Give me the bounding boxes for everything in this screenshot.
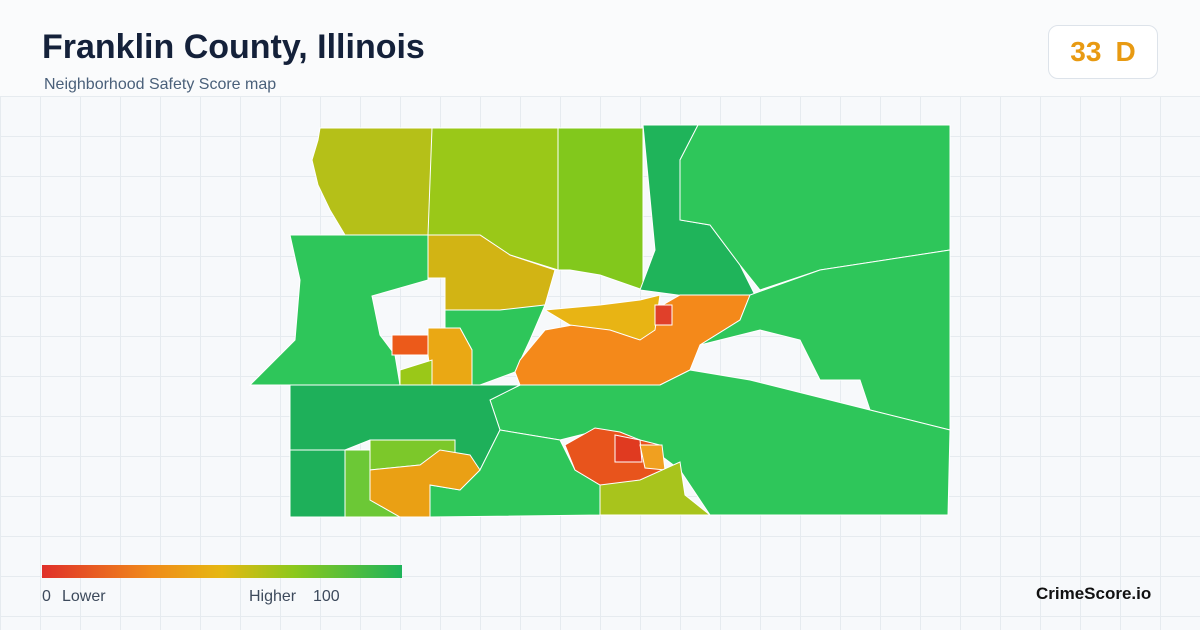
subtitle: Neighborhood Safety Score map	[44, 76, 277, 93]
score-grade: D	[1115, 36, 1136, 67]
brand: CrimeScore.io	[1036, 584, 1152, 603]
region	[614, 434, 643, 463]
title: Franklin County, Illinois	[42, 28, 425, 66]
region	[399, 359, 433, 386]
score-badge: 33 D	[1048, 25, 1158, 79]
legend-min: 0	[42, 588, 51, 605]
region	[654, 304, 673, 326]
region	[543, 294, 661, 341]
legend-max-label: Higher	[249, 588, 297, 605]
region	[369, 449, 481, 518]
region	[599, 461, 712, 516]
legend-max: 100	[313, 588, 340, 605]
region	[391, 334, 429, 356]
region	[248, 234, 429, 386]
region	[311, 127, 433, 236]
region	[699, 249, 951, 431]
region	[679, 124, 951, 291]
legend-gradient	[42, 565, 402, 578]
score-value: 33	[1070, 36, 1102, 67]
region	[557, 127, 644, 291]
legend-min-label: Lower	[62, 588, 106, 605]
region	[289, 449, 346, 518]
header	[0, 0, 1200, 96]
